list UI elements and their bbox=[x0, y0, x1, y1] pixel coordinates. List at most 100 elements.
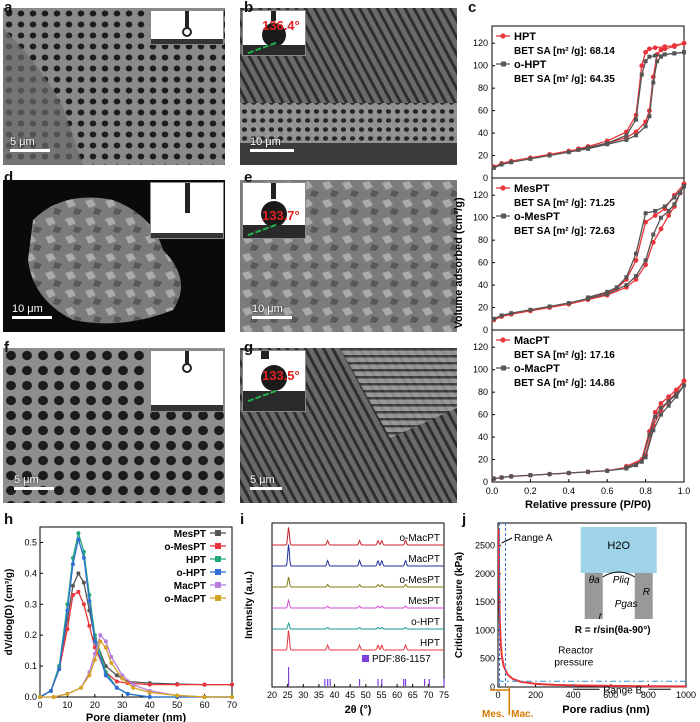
mes-label: Mes. bbox=[482, 709, 504, 720]
range-b-label: Range B bbox=[603, 685, 642, 696]
panel-label-j: j bbox=[462, 511, 467, 528]
y-tick-label: 20 bbox=[478, 455, 488, 465]
data-point bbox=[547, 472, 552, 477]
data-point bbox=[655, 59, 660, 64]
data-point bbox=[576, 147, 581, 152]
y-tick-label: 60 bbox=[478, 410, 488, 420]
x-axis-label: 2θ (°) bbox=[345, 704, 372, 716]
scale-bar-label: 10 μm bbox=[12, 303, 43, 315]
pliq-label: Pliq bbox=[613, 575, 630, 586]
y-tick-label: 500 bbox=[480, 654, 495, 664]
data-point bbox=[673, 387, 679, 393]
data-point bbox=[666, 208, 671, 213]
data-point bbox=[634, 251, 638, 256]
data-point bbox=[647, 432, 652, 437]
contact-angle-b: 136.4° bbox=[262, 18, 300, 33]
data-point bbox=[147, 690, 152, 695]
water-drop-inset-d bbox=[150, 182, 224, 239]
data-point bbox=[605, 141, 610, 146]
plot-frame bbox=[497, 522, 687, 688]
data-point bbox=[566, 301, 571, 306]
data-point bbox=[499, 313, 504, 318]
series-label: o-HPT bbox=[411, 617, 440, 628]
x-tick-label: 0.8 bbox=[639, 486, 652, 496]
series-line-MacPT bbox=[493, 380, 685, 480]
data-point bbox=[643, 211, 648, 216]
data-point bbox=[109, 654, 114, 659]
legend-name: o-MacPT bbox=[164, 594, 206, 605]
data-point bbox=[658, 400, 664, 406]
x-tick-label: 75 bbox=[439, 690, 449, 700]
reactor-pressure-label: Reactor bbox=[558, 645, 594, 656]
x-tick-label: 65 bbox=[408, 690, 418, 700]
y-tick-label: 2000 bbox=[475, 569, 495, 579]
data-point bbox=[51, 695, 56, 699]
chart-i-xrd: 20 25 30 35 40 45 50 55 60 65 70 75 2θ (°) Intensity … bbox=[244, 522, 449, 716]
x-tick-label: 60 bbox=[200, 700, 210, 710]
reference-legend-marker bbox=[362, 655, 369, 662]
data-point bbox=[624, 283, 629, 288]
data-point bbox=[65, 691, 70, 696]
data-point bbox=[662, 44, 668, 49]
series-desorption-HPT bbox=[578, 42, 685, 150]
data-point bbox=[76, 537, 81, 542]
chart-c-isotherms: 0 20 40 60 80 100 120 HPT BET SA [m² /g]: 68.14 o… bbox=[453, 25, 690, 511]
data-point bbox=[643, 124, 648, 129]
data-point bbox=[65, 608, 70, 613]
data-point bbox=[666, 213, 672, 218]
scale-bar-d: 10 μm bbox=[12, 303, 52, 319]
data-point bbox=[202, 695, 207, 699]
scale-bar-g: 5 μm bbox=[250, 474, 282, 490]
data-point bbox=[566, 471, 571, 476]
x-tick-label: 35 bbox=[314, 690, 324, 700]
data-point bbox=[681, 378, 687, 384]
sem-d-texture bbox=[28, 197, 181, 324]
range-a-arrow bbox=[501, 537, 513, 544]
y-axis-label: Volume adsorbed (cm³/g) bbox=[453, 197, 465, 329]
legend-marker bbox=[500, 33, 506, 39]
data-point bbox=[672, 51, 677, 56]
legend-name: HPT bbox=[186, 555, 206, 566]
y-tick-label: 60 bbox=[478, 106, 488, 116]
sem-image-b bbox=[240, 8, 457, 165]
data-point bbox=[509, 160, 514, 165]
data-point bbox=[528, 473, 533, 478]
legend-marker bbox=[501, 365, 506, 371]
legend-name: o-HPT bbox=[514, 59, 547, 71]
reference-label: PDF:86-1157 bbox=[372, 654, 431, 665]
series-label: MacPT bbox=[408, 554, 440, 565]
data-point bbox=[634, 133, 638, 138]
y-tick-label: 40 bbox=[478, 128, 488, 138]
x-tick-label: 0.0 bbox=[486, 486, 499, 496]
legend-marker-diamond bbox=[215, 582, 221, 588]
scale-bar-label: 10 μm bbox=[252, 303, 283, 315]
panel-label-f: f bbox=[4, 339, 9, 356]
data-point bbox=[202, 682, 207, 687]
data-point bbox=[650, 240, 656, 245]
data-point bbox=[682, 184, 686, 189]
data-point bbox=[586, 145, 590, 150]
data-point bbox=[643, 455, 648, 460]
y-tick-label: 80 bbox=[478, 387, 488, 397]
data-point bbox=[651, 80, 656, 85]
data-point bbox=[566, 150, 571, 155]
contact-angle-g: 133.5° bbox=[262, 368, 300, 383]
data-point bbox=[674, 392, 679, 397]
data-point bbox=[614, 285, 619, 290]
x-tick-label: 600 bbox=[603, 690, 618, 700]
mac-label: Mac. bbox=[511, 709, 533, 720]
y-axis-label: Critical pressure (kPa) bbox=[454, 552, 465, 658]
x-tick-label: 50 bbox=[361, 690, 371, 700]
scale-bar-e: 10 μm bbox=[252, 303, 292, 319]
x-tick-label: 200 bbox=[528, 690, 543, 700]
y-tick-label: 20 bbox=[478, 151, 488, 161]
scale-bar-a: 5 μm bbox=[10, 136, 50, 152]
y-tick-label: 100 bbox=[473, 61, 488, 71]
legend-bet-sa: BET SA [m² /g]: 68.14 bbox=[514, 46, 615, 57]
data-point bbox=[647, 54, 652, 59]
x-tick-label: 0 bbox=[37, 700, 42, 710]
water-drop-inset-g bbox=[242, 350, 306, 412]
data-point bbox=[643, 59, 648, 64]
data-point bbox=[70, 593, 75, 597]
y-tick-label: 0.0 bbox=[24, 692, 37, 702]
